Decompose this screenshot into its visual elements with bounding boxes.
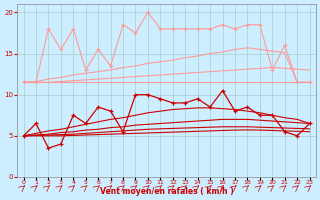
X-axis label: Vent moyen/en rafales ( km/h ): Vent moyen/en rafales ( km/h ) bbox=[100, 187, 234, 196]
